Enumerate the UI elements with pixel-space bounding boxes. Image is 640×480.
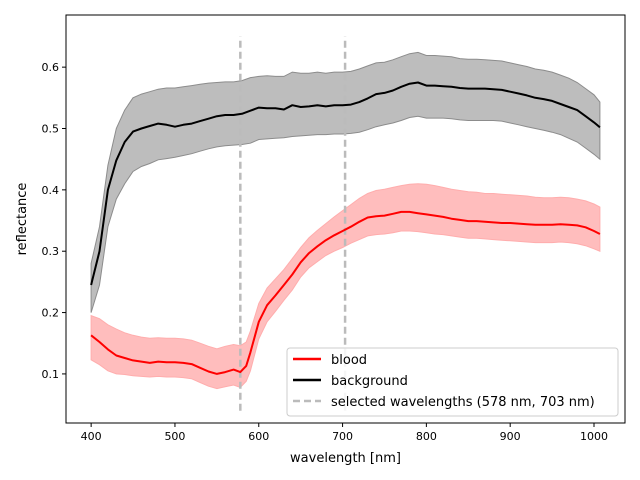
x-tick-label: 700 bbox=[332, 430, 353, 443]
legend-label-selected-wavelengths: selected wavelengths (578 nm, 703 nm) bbox=[331, 395, 595, 410]
legend: blood background selected wavelengths (5… bbox=[286, 347, 619, 417]
y-tick-label: 0.5 bbox=[42, 123, 60, 136]
y-tick-label: 0.3 bbox=[42, 245, 60, 258]
line-blood bbox=[90, 210, 601, 375]
y-tick-label: 0.2 bbox=[42, 307, 60, 320]
x-tick-label: 900 bbox=[500, 430, 521, 443]
legend-label-blood: blood bbox=[331, 353, 367, 368]
band-background bbox=[90, 51, 601, 313]
series-lines bbox=[90, 81, 601, 375]
band-blood bbox=[90, 183, 601, 390]
legend-box bbox=[286, 347, 619, 417]
line-background bbox=[90, 81, 601, 286]
y-tick-label: 0.4 bbox=[42, 184, 60, 197]
y-axis-ticks: 0.1 0.2 0.3 0.4 0.5 0.6 bbox=[42, 61, 66, 381]
x-tick-label: 400 bbox=[81, 430, 102, 443]
x-axis-label: wavelength [nm] bbox=[290, 451, 401, 466]
x-tick-label: 600 bbox=[248, 430, 269, 443]
y-tick-label: 0.1 bbox=[42, 368, 60, 381]
legend-label-background: background bbox=[331, 374, 408, 389]
plot-frame bbox=[65, 14, 626, 424]
x-tick-label: 500 bbox=[164, 430, 185, 443]
selected-wavelength-lines bbox=[239, 36, 347, 411]
x-tick-label: 800 bbox=[416, 430, 437, 443]
confidence-bands bbox=[90, 51, 601, 390]
x-axis-ticks: 400 500 600 700 800 900 1000 bbox=[81, 423, 608, 443]
y-axis-label: reflectance bbox=[15, 183, 30, 256]
x-tick-label: 1000 bbox=[580, 430, 608, 443]
y-tick-label: 0.6 bbox=[42, 61, 60, 74]
